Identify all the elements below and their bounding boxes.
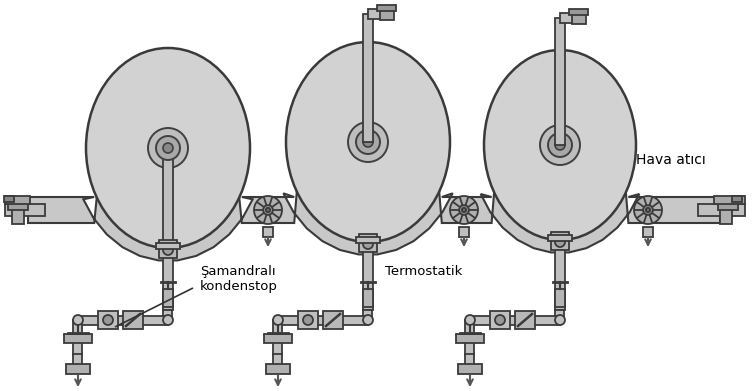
- Bar: [720, 208, 732, 224]
- Circle shape: [555, 237, 565, 247]
- Text: Hava atıcı: Hava atıcı: [636, 153, 706, 167]
- Bar: [273, 354, 282, 368]
- Bar: [159, 240, 177, 258]
- Circle shape: [363, 315, 373, 325]
- Circle shape: [634, 196, 662, 224]
- Bar: [555, 289, 565, 307]
- Bar: [555, 248, 565, 310]
- Bar: [359, 234, 377, 252]
- Circle shape: [363, 239, 373, 249]
- Circle shape: [163, 245, 173, 255]
- Bar: [465, 320, 474, 355]
- Bar: [548, 235, 572, 241]
- Bar: [8, 198, 28, 210]
- Bar: [490, 311, 510, 329]
- Bar: [74, 354, 83, 368]
- Circle shape: [459, 205, 469, 215]
- Bar: [569, 9, 588, 15]
- Bar: [263, 227, 273, 237]
- Circle shape: [273, 315, 283, 325]
- Bar: [264, 334, 292, 343]
- Bar: [364, 310, 373, 320]
- Circle shape: [643, 205, 653, 215]
- Bar: [323, 311, 343, 329]
- Circle shape: [356, 130, 380, 154]
- Bar: [368, 9, 388, 19]
- Bar: [377, 5, 396, 11]
- Bar: [156, 243, 180, 249]
- Bar: [515, 311, 535, 329]
- Bar: [356, 237, 380, 243]
- Bar: [572, 12, 586, 24]
- Bar: [5, 204, 45, 216]
- Circle shape: [263, 205, 273, 215]
- Circle shape: [450, 196, 478, 224]
- Bar: [714, 196, 745, 204]
- Bar: [551, 232, 569, 250]
- Circle shape: [266, 208, 270, 212]
- Circle shape: [348, 122, 388, 162]
- Bar: [456, 334, 484, 343]
- Bar: [123, 311, 143, 329]
- Bar: [64, 334, 92, 343]
- Bar: [74, 320, 83, 355]
- Circle shape: [103, 315, 113, 325]
- Circle shape: [555, 315, 565, 325]
- Bar: [363, 289, 373, 307]
- Bar: [718, 198, 738, 210]
- Bar: [363, 14, 373, 142]
- Bar: [278, 316, 368, 325]
- Ellipse shape: [484, 50, 636, 240]
- Circle shape: [646, 208, 650, 212]
- Bar: [98, 311, 118, 329]
- Text: Termostatik: Termostatik: [385, 265, 462, 278]
- Circle shape: [548, 133, 572, 157]
- Circle shape: [363, 137, 373, 147]
- Bar: [555, 18, 565, 145]
- Circle shape: [465, 315, 475, 325]
- Bar: [78, 316, 168, 325]
- Circle shape: [73, 315, 83, 325]
- Bar: [465, 354, 474, 368]
- Ellipse shape: [286, 42, 450, 242]
- Bar: [698, 204, 745, 216]
- Bar: [732, 196, 742, 202]
- Circle shape: [163, 315, 173, 325]
- Bar: [298, 311, 318, 329]
- Polygon shape: [28, 186, 720, 260]
- Bar: [470, 316, 560, 325]
- Circle shape: [540, 125, 580, 165]
- Circle shape: [462, 208, 466, 212]
- Circle shape: [254, 196, 282, 224]
- Bar: [380, 8, 394, 20]
- Bar: [459, 227, 469, 237]
- Circle shape: [303, 315, 313, 325]
- Circle shape: [163, 143, 173, 153]
- Bar: [458, 364, 482, 374]
- Bar: [163, 310, 172, 320]
- Bar: [266, 364, 290, 374]
- Text: Şamandralı
kondenstop: Şamandralı kondenstop: [200, 265, 278, 293]
- Bar: [643, 227, 653, 237]
- Circle shape: [148, 128, 188, 168]
- Bar: [12, 208, 24, 224]
- Circle shape: [495, 315, 505, 325]
- Circle shape: [156, 136, 180, 160]
- Bar: [163, 148, 173, 248]
- Bar: [163, 289, 173, 307]
- Bar: [163, 256, 173, 310]
- Bar: [5, 196, 30, 204]
- Bar: [363, 250, 373, 310]
- Circle shape: [555, 140, 565, 150]
- Ellipse shape: [86, 48, 250, 248]
- Bar: [560, 13, 580, 23]
- Bar: [4, 196, 14, 202]
- Bar: [556, 310, 565, 320]
- Bar: [66, 364, 90, 374]
- Bar: [273, 320, 282, 355]
